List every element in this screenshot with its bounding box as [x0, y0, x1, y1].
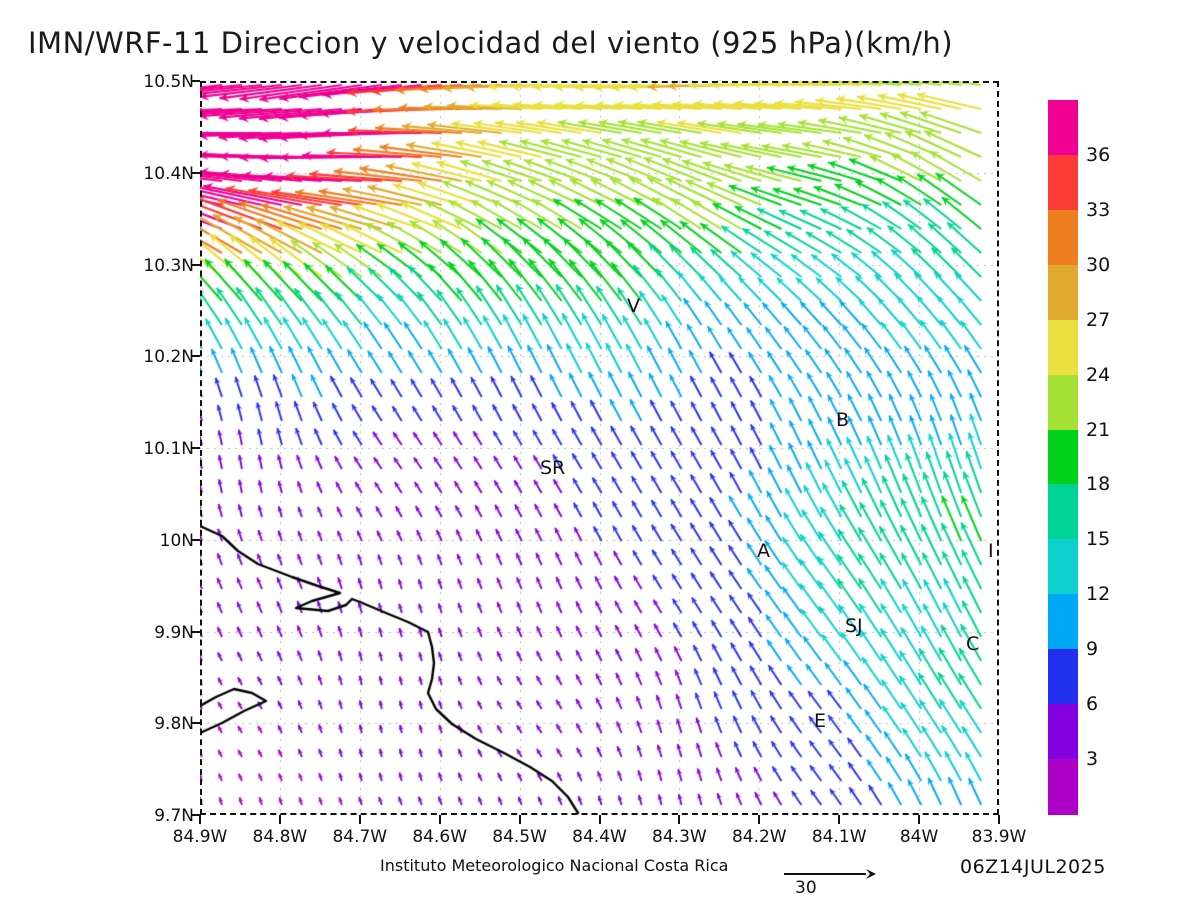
- colorbar-band[interactable]: [1048, 539, 1078, 595]
- y-tick-mark: [191, 263, 200, 266]
- y-tick-label: 9.8N: [154, 714, 194, 735]
- colorbar-band[interactable]: [1048, 649, 1078, 705]
- colorbar-band[interactable]: [1048, 704, 1078, 760]
- y-tick-label: 9.9N: [154, 622, 194, 643]
- colorbar-band[interactable]: [1048, 319, 1078, 376]
- map-plot-area[interactable]: [200, 81, 999, 815]
- y-tick-mark: [191, 171, 200, 174]
- x-tick-mark: [918, 815, 921, 824]
- x-tick-label: 84.5W: [492, 827, 547, 847]
- x-tick-mark: [438, 815, 441, 824]
- y-tick-mark: [191, 722, 200, 725]
- y-tick-mark: [191, 80, 200, 82]
- colorbar-band[interactable]: [1048, 484, 1078, 540]
- x-tick-mark: [998, 815, 1000, 824]
- x-tick-mark: [518, 815, 521, 824]
- y-tick-label: 10.2N: [143, 347, 194, 368]
- x-tick-label: 84.2W: [731, 827, 787, 847]
- institute-credit: Instituto Meteorologico Nacional Costa R…: [380, 856, 729, 875]
- colorbar-band[interactable]: [1048, 154, 1078, 211]
- date-stamp: 06Z14JUL2025: [960, 856, 1106, 878]
- colorbar-tick-label: 3: [1086, 748, 1099, 771]
- x-tick-label: 84.3W: [652, 827, 707, 847]
- y-tick-label: 10.1N: [143, 439, 194, 459]
- y-tick-label: 9.7N: [154, 806, 194, 826]
- map-label-sr: SR: [540, 457, 566, 479]
- colorbar-tick-label: 36: [1086, 143, 1111, 166]
- colorbar-band[interactable]: [1048, 429, 1078, 486]
- x-tick-mark: [758, 815, 761, 824]
- colorbar-tick-label: 30: [1086, 253, 1111, 276]
- x-tick-mark: [199, 815, 201, 824]
- coastline: [200, 81, 999, 815]
- y-tick-label: 10N: [159, 530, 194, 551]
- x-tick-label: 84.1W: [811, 827, 867, 847]
- x-tick-mark: [838, 815, 841, 824]
- colorbar-tick-label: 18: [1086, 473, 1111, 496]
- y-tick-mark: [191, 355, 200, 358]
- colorbar-tick-label: 15: [1086, 528, 1111, 551]
- map-label-b: B: [836, 409, 850, 431]
- colorbar-band[interactable]: [1048, 100, 1078, 156]
- x-tick-mark: [598, 815, 601, 824]
- x-tick-mark: [278, 815, 281, 824]
- reference-vector-label: 30: [795, 878, 817, 898]
- x-tick-label: 84W: [899, 827, 939, 847]
- y-tick-mark: [191, 630, 200, 633]
- colorbar-band[interactable]: [1048, 264, 1078, 321]
- colorbar-tick-label: 21: [1086, 418, 1111, 441]
- y-tick-label: 10.5N: [143, 72, 194, 92]
- colorbar-band[interactable]: [1048, 374, 1078, 431]
- colorbar-tick-label: 33: [1086, 198, 1111, 221]
- map-label-e: E: [814, 710, 827, 732]
- reference-vector-arrow: [784, 869, 876, 879]
- y-tick-mark: [191, 814, 200, 816]
- x-tick-label: 84.8W: [252, 827, 308, 847]
- map-label-c: C: [966, 633, 980, 655]
- colorbar-tick-label: 27: [1086, 308, 1111, 331]
- x-tick-label: 84.6W: [412, 827, 468, 847]
- map-label-v: V: [627, 295, 640, 317]
- colorbar-tick-label: 9: [1086, 638, 1099, 661]
- x-tick-mark: [678, 815, 681, 824]
- colorbar-band[interactable]: [1048, 759, 1078, 815]
- y-tick-mark: [191, 447, 200, 449]
- map-label-i: I: [988, 540, 994, 562]
- x-tick-label: 84.7W: [332, 827, 388, 847]
- x-tick-label: 84.4W: [572, 827, 627, 847]
- colorbar-tick-label: 12: [1086, 583, 1111, 606]
- y-tick-label: 10.3N: [143, 255, 194, 276]
- colorbar-tick-label: 24: [1086, 363, 1111, 386]
- colorbar[interactable]: 36 33 30 27 24 21 18 15 12 9 6 3: [1048, 100, 1110, 815]
- x-tick-label: 83.9W: [971, 827, 1027, 847]
- x-tick-mark: [358, 815, 361, 824]
- x-tick-label: 84.9W: [172, 827, 228, 847]
- map-label-sj: SJ: [845, 615, 863, 637]
- map-label-a: A: [757, 540, 770, 562]
- figure-title: IMN/WRF-11 Direccion y velocidad del vie…: [28, 26, 954, 60]
- y-tick-mark: [191, 538, 200, 541]
- colorbar-band[interactable]: [1048, 594, 1078, 650]
- colorbar-tick-label: 6: [1086, 693, 1099, 716]
- colorbar-band[interactable]: [1048, 209, 1078, 266]
- y-tick-label: 10.4N: [143, 163, 194, 184]
